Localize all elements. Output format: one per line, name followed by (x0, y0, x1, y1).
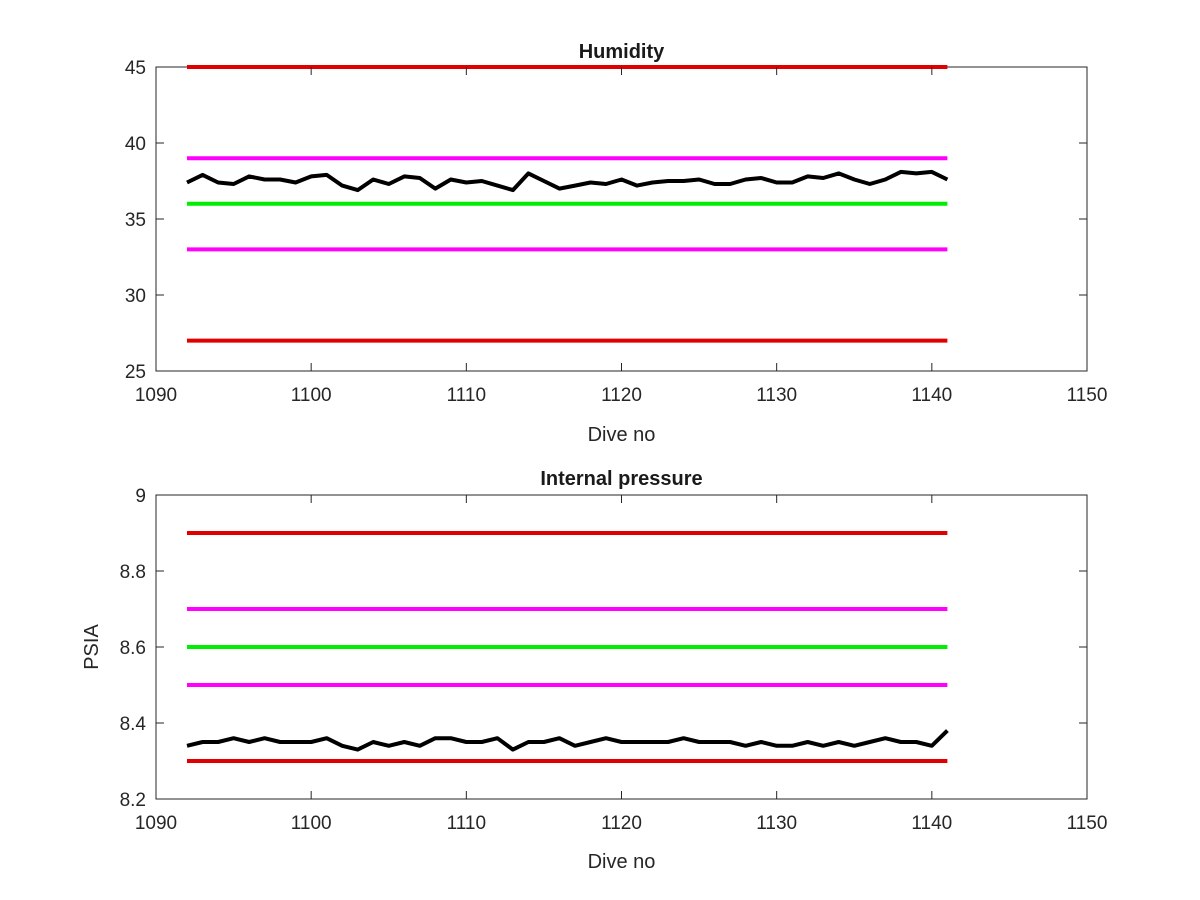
humidity-y-tick-label-3: 40 (125, 134, 146, 155)
pressure-y-tick-label-2: 8.6 (120, 638, 146, 659)
pressure-chart: 1090 1100 1110 1120 1130 1140 1150 8.2 8.4 8.6 8.8… (81, 468, 1107, 873)
humidity-y-tick-label-0: 25 (125, 362, 146, 383)
pressure-x-tick-label-1: 1100 (291, 813, 332, 834)
pressure-x-tick-label-6: 1150 (1067, 813, 1108, 834)
pressure-x-tick-label-2: 1110 (447, 813, 486, 834)
humidity-series-group (186, 65, 949, 343)
humidity-x-axis-label: Dive no (588, 424, 656, 446)
humidity-x-tick-label-6: 1150 (1067, 385, 1108, 406)
pressure-y-tick-label-4: 9 (135, 486, 146, 507)
humidity-x-tick-label-4: 1130 (756, 385, 797, 406)
humidity-tick-group: 1090 1100 1110 1120 1130 1140 1150 25 30 35 40 45 (125, 58, 1108, 406)
pressure-x-tick-label-5: 1140 (911, 813, 952, 834)
humidity-y-tick-label-1: 30 (125, 286, 146, 307)
pressure-x-axis-label: Dive no (588, 851, 656, 873)
pressure-title: Internal pressure (540, 468, 702, 490)
pressure-x-tick-label-4: 1130 (756, 813, 797, 834)
humidity-chart: 1090 1100 1110 1120 1130 1140 1150 25 30 35 40 45 H… (125, 41, 1108, 446)
pressure-x-tick-label-3: 1120 (601, 813, 642, 834)
humidity-axes-box (155, 66, 1088, 372)
pressure-x-tick-label-0: 1090 (135, 813, 177, 834)
humidity-x-tick-label-0: 1090 (135, 385, 177, 406)
pressure-tick-group: 1090 1100 1110 1120 1130 1140 1150 8.2 8.4 8.6 8.8… (120, 486, 1108, 834)
humidity-y-tick-label-2: 35 (125, 210, 146, 231)
humidity-x-tick-label-3: 1120 (601, 385, 642, 406)
humidity-x-tick-label-2: 1110 (447, 385, 486, 406)
pressure-y-tick-label-1: 8.4 (120, 714, 147, 735)
humidity-x-tick-label-1: 1100 (291, 385, 332, 406)
pressure-y-tick-label-0: 8.2 (120, 790, 146, 811)
humidity-series-line-5 (186, 169, 949, 193)
pressure-y-axis-label: PSIA (81, 624, 103, 670)
pressure-y-tick-label-3: 8.8 (120, 562, 146, 583)
pressure-series-group (186, 531, 949, 763)
pressure-series-line-5 (186, 729, 949, 752)
humidity-x-tick-label-5: 1140 (911, 385, 952, 406)
humidity-title: Humidity (579, 41, 665, 63)
humidity-y-tick-label-4: 45 (125, 58, 146, 79)
